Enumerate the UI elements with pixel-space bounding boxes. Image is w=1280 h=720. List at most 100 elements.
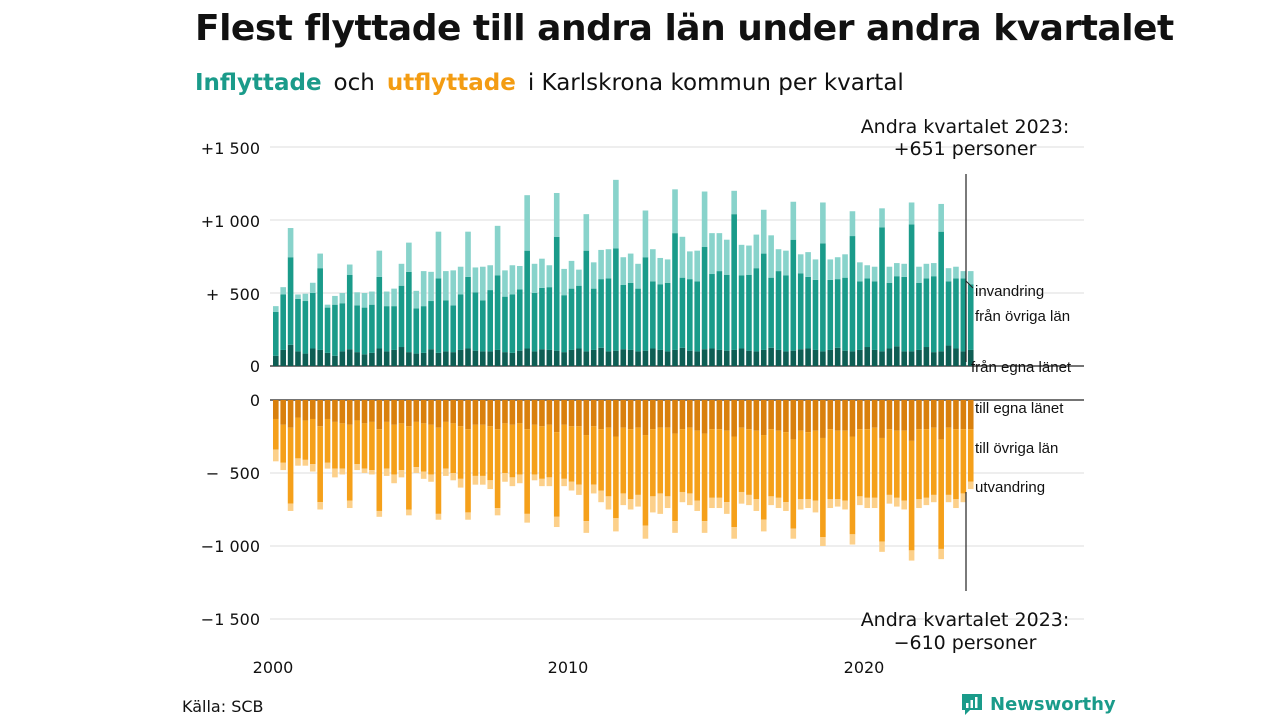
bar-out-abroad [916,499,922,509]
bar-in-own [369,352,375,366]
brand-name: Newsworthy [990,693,1116,715]
bar-in-abroad [753,234,760,269]
bar-out-own [879,400,885,438]
bar-out-abroad [768,496,774,506]
bar-out-own [753,400,760,431]
bar-out-abroad [879,541,885,552]
bar-in-own [598,347,604,366]
bar-out-abroad [849,534,856,545]
bar-in-own [494,349,501,366]
bar-in-other [760,253,767,350]
bar-in-abroad [465,231,471,277]
bar-in-abroad [857,262,863,282]
bar-in-abroad [391,288,397,307]
bar-out-own [376,400,383,430]
bar-out-other [287,427,294,504]
bar-in-other [302,301,309,354]
bar-in-other [753,268,760,352]
bar-out-abroad [509,477,516,487]
bar-in-other [428,301,434,350]
bar-out-other [546,424,553,478]
bar-out-abroad [834,499,841,507]
bar-out-own [406,400,412,427]
bar-out-abroad [309,464,316,472]
bar-out-abroad [864,497,871,509]
bar-out-abroad [738,491,745,504]
bar-in-own [930,352,937,366]
bar-out-other [849,436,856,535]
bar-in-other [369,304,375,353]
bar-in-abroad [768,235,774,278]
bar-in-other [657,284,664,350]
bar-out-own [620,400,627,428]
bar-out-abroad [568,481,575,491]
bar-in-own [339,351,346,366]
bar-in-abroad [930,263,937,277]
bar-out-own [613,400,619,437]
bar-out-other [923,429,930,498]
bar-out-other [583,435,590,522]
bar-out-own [391,400,397,425]
bar-out-own [524,400,530,430]
bar-in-other [435,278,442,353]
bar-in-own [553,350,560,366]
bar-in-abroad [516,265,523,290]
bar-out-abroad [967,481,974,490]
bar-out-other [723,430,730,503]
bar-in-abroad [849,211,856,237]
bar-out-other [760,435,767,520]
bar-in-abroad [590,262,597,289]
bar-out-other [857,429,863,497]
bar-in-other [797,273,804,350]
y-tick-bottom-1000: −1 000 [201,537,260,556]
bar-out-other [487,426,493,481]
bar-out-other [650,429,656,497]
bar-out-other [916,429,922,500]
bar-out-abroad [635,494,641,507]
bar-in-own [420,352,427,366]
bar-in-abroad [731,190,737,215]
bar-in-other [361,307,368,355]
bar-in-other [295,298,301,352]
bar-in-other [812,279,819,350]
bar-out-abroad [465,512,471,520]
bar-out-own [428,400,434,425]
bar-in-own [620,349,627,366]
bar-in-abroad [672,189,678,234]
bar-out-abroad [827,499,834,509]
bar-out-other [886,429,893,495]
bar-out-abroad [746,494,752,506]
bar-out-other [406,426,412,510]
bar-in-abroad [842,254,848,278]
bar-out-own [945,400,952,428]
bar-out-own [354,400,360,421]
bar-in-other [509,294,516,353]
bar-in-abroad [361,293,368,308]
bar-in-abroad [280,287,286,295]
bar-out-abroad [420,471,427,479]
subtitle-inflyttade: Inflyttade [195,70,322,96]
bar-out-own [339,400,346,424]
bar-in-own [797,349,804,366]
bar-out-other [509,424,516,478]
bar-in-own [568,349,575,366]
bar-in-abroad [332,295,338,305]
bar-out-other [775,430,782,498]
bar-in-abroad [783,250,789,276]
bar-in-other [627,282,634,350]
bar-out-other [820,437,826,538]
bar-in-abroad [760,209,767,254]
bar-in-abroad [406,242,412,272]
bar-out-own [694,400,700,431]
bar-out-abroad [302,459,309,466]
bar-out-abroad [871,497,878,509]
bar-in-other [864,278,871,348]
bar-out-own [465,400,471,430]
bar-in-own [576,348,582,366]
bar-in-abroad [938,203,944,232]
bar-in-abroad [273,306,279,312]
bar-out-own [908,400,915,441]
bar-in-abroad [716,233,723,272]
bar-out-other [738,427,745,492]
bar-out-abroad [790,528,797,539]
